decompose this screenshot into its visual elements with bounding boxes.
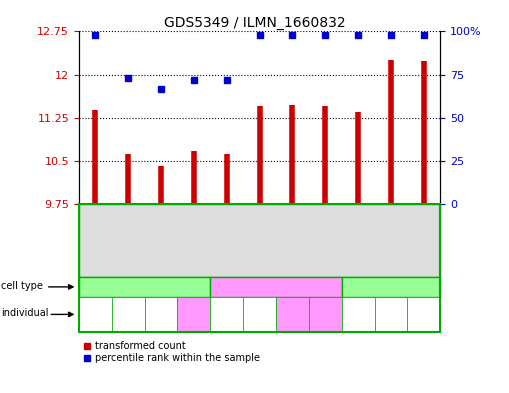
Text: GSM1471636: GSM1471636 [321,213,330,269]
Text: CD14+ dendritic cells: CD14+ dendritic cells [88,282,202,292]
Text: GSM1471633: GSM1471633 [288,213,297,269]
Text: donor:: donor: [149,302,174,311]
Text: GSM1471631: GSM1471631 [157,213,165,269]
Text: X221: X221 [116,318,141,327]
Text: X231: X231 [247,318,272,327]
Text: GDS5349 / ILMN_1660832: GDS5349 / ILMN_1660832 [164,16,345,30]
Text: GSM1471637: GSM1471637 [354,213,362,269]
Text: donor:: donor: [346,302,371,311]
Text: X239: X239 [181,318,207,327]
Text: transformed count: transformed count [95,341,186,351]
Text: donor:: donor: [280,302,305,311]
Text: X231: X231 [148,318,174,327]
Text: X231: X231 [378,318,404,327]
Text: donor:: donor: [214,302,239,311]
Text: GSM1471634: GSM1471634 [222,213,231,269]
Text: Macrophages: Macrophages [241,282,311,292]
Text: donor:: donor: [313,302,337,311]
Text: donor:: donor: [412,302,436,311]
Text: GSM1471639: GSM1471639 [419,213,429,269]
Text: individual: individual [1,308,48,318]
Text: X312: X312 [313,318,338,327]
Text: X221: X221 [214,318,240,327]
Text: cell type: cell type [1,281,43,291]
Text: GSM1471638: GSM1471638 [386,213,395,269]
Text: X213: X213 [82,318,108,327]
Text: X221: X221 [345,318,371,327]
Text: X218: X218 [279,318,305,327]
Text: donor:: donor: [379,302,403,311]
Text: X239: X239 [411,318,437,327]
Text: donor:: donor: [182,302,206,311]
Text: Langerhans cells: Langerhans cells [347,282,435,292]
Text: donor:: donor: [247,302,272,311]
Text: donor:: donor: [83,302,107,311]
Text: donor:: donor: [116,302,140,311]
Text: GSM1471632: GSM1471632 [189,213,199,269]
Text: GSM1471629: GSM1471629 [91,213,100,269]
Text: GSM1471635: GSM1471635 [255,213,264,269]
Text: percentile rank within the sample: percentile rank within the sample [95,353,260,363]
Text: GSM1471630: GSM1471630 [124,213,133,269]
